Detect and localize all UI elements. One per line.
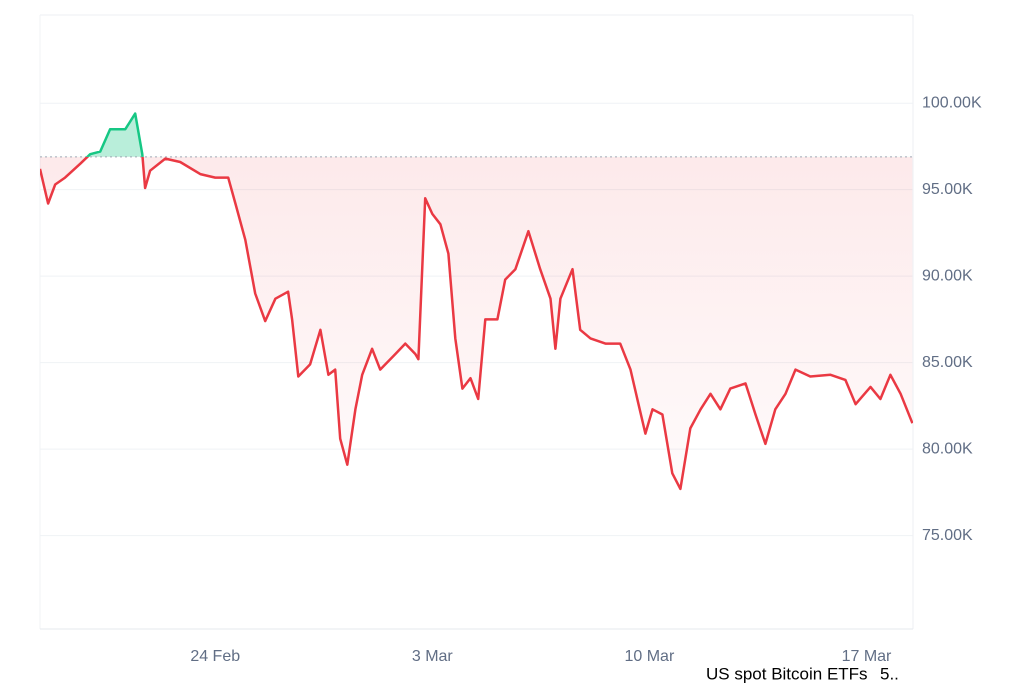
y-tick-label: 100.00K <box>922 94 982 111</box>
x-tick-label: 17 Mar <box>842 648 892 665</box>
x-tick-label: 24 Feb <box>190 648 240 665</box>
price-line-down <box>40 156 913 491</box>
y-tick-label: 95.00K <box>922 181 973 198</box>
y-tick-label: 75.00K <box>922 527 973 544</box>
area-down <box>40 156 913 489</box>
annotation: US spot Bitcoin ETFs <box>706 664 868 683</box>
x-tick-label: 10 Mar <box>624 648 674 665</box>
y-tick-label: 85.00K <box>922 354 973 371</box>
plot-layer: 75.00K 80.00K 85.00K 90.00K 95.00K 100.00K 24 … <box>40 94 982 665</box>
y-tick-label: 90.00K <box>922 267 973 284</box>
annotation: 5.. <box>880 664 899 683</box>
y-tick-label: 80.00K <box>922 440 973 457</box>
x-tick-label: 3 Mar <box>412 648 454 665</box>
area-up <box>40 113 913 157</box>
